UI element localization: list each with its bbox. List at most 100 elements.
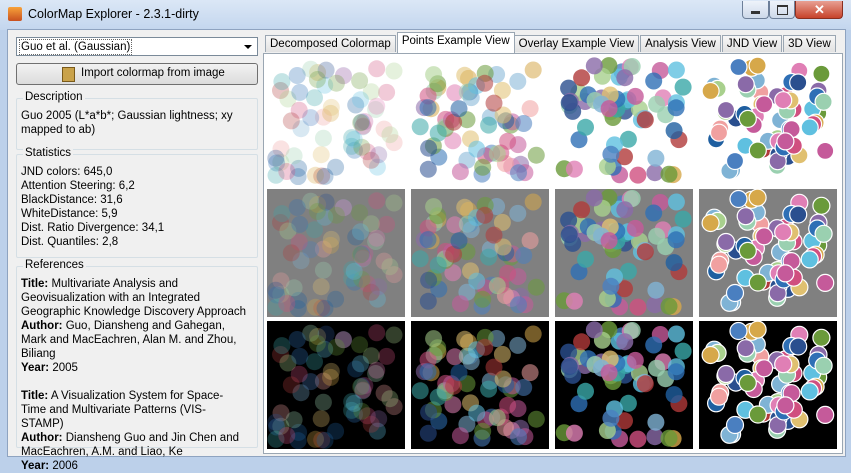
reference-entry: Title: A Visualization System for Space-…	[21, 389, 247, 473]
point	[725, 415, 745, 435]
window-client: Guo et al. (Gaussian) Import colormap fr…	[7, 29, 846, 472]
points-panel	[699, 321, 837, 449]
point	[776, 396, 795, 415]
point	[314, 108, 332, 126]
point	[701, 213, 720, 233]
point	[368, 192, 386, 210]
point	[302, 373, 320, 391]
point	[619, 394, 637, 412]
point	[527, 146, 545, 164]
point	[419, 292, 437, 310]
point	[306, 89, 323, 107]
point	[748, 189, 767, 207]
point	[352, 223, 369, 241]
point	[272, 404, 290, 422]
import-button[interactable]: Import colormap from image	[16, 63, 258, 85]
tab[interactable]: Points Example View	[396, 32, 515, 53]
points-panel	[267, 57, 405, 185]
tab-content	[263, 53, 843, 454]
point	[343, 261, 361, 279]
point	[356, 113, 374, 131]
point	[716, 364, 736, 384]
point	[626, 219, 644, 237]
point	[358, 407, 376, 425]
point	[445, 377, 463, 395]
point	[314, 393, 332, 411]
point	[476, 206, 494, 224]
point	[288, 331, 306, 348]
point	[354, 249, 372, 267]
point	[306, 221, 323, 239]
point	[776, 264, 795, 283]
point	[267, 281, 285, 299]
point	[362, 347, 380, 365]
points-panel	[555, 189, 693, 317]
point	[368, 361, 386, 379]
point	[292, 384, 310, 402]
point	[748, 405, 767, 424]
point	[629, 166, 647, 184]
point	[317, 193, 335, 211]
points-panel	[411, 189, 549, 317]
point	[420, 271, 438, 289]
point	[308, 335, 326, 352]
point	[302, 192, 320, 210]
point	[509, 336, 527, 354]
title-bar: ColorMap Explorer - 2.3.1-dirty ✕	[0, 0, 851, 30]
point	[343, 401, 361, 419]
point	[493, 213, 511, 231]
description-text: Guo 2005 (L*a*b*; Gaussian lightness; xy…	[21, 110, 233, 136]
point	[272, 214, 289, 231]
point	[354, 117, 372, 135]
point	[480, 380, 498, 398]
point	[488, 145, 506, 163]
point	[419, 424, 437, 442]
point	[600, 364, 618, 382]
point	[267, 298, 285, 316]
tab[interactable]: Decomposed Colormap	[265, 35, 396, 52]
button-label: Import colormap from image	[81, 67, 225, 79]
colormap-select[interactable]: Guo et al. (Gaussian)	[16, 37, 258, 56]
tab[interactable]: 3D View	[783, 35, 836, 52]
point	[278, 427, 296, 444]
maximize-button[interactable]	[769, 1, 795, 19]
point	[674, 342, 692, 360]
point	[272, 140, 290, 158]
point	[268, 418, 286, 436]
tab[interactable]: JND View	[721, 35, 783, 52]
point	[313, 167, 331, 185]
point	[419, 160, 437, 178]
point	[343, 393, 361, 411]
point	[667, 99, 685, 117]
point	[738, 373, 757, 393]
point	[327, 158, 345, 176]
statistic: BlackDistance: 31,6	[21, 194, 123, 206]
point	[456, 66, 474, 84]
point	[709, 123, 729, 142]
point	[354, 118, 372, 136]
point	[474, 290, 492, 308]
group-label: Statistics	[23, 147, 74, 159]
point	[494, 238, 512, 256]
points-panel	[267, 321, 405, 449]
point	[812, 328, 831, 347]
minimize-button[interactable]	[742, 1, 769, 19]
point	[665, 254, 683, 272]
tab[interactable]: Analysis View	[640, 35, 721, 52]
point	[292, 120, 310, 138]
point	[474, 422, 492, 440]
point	[352, 91, 369, 109]
point	[279, 354, 297, 372]
point	[368, 422, 386, 440]
points-panel	[411, 57, 549, 185]
close-button[interactable]: ✕	[795, 1, 843, 19]
point	[645, 204, 663, 222]
point	[647, 413, 665, 431]
point	[667, 363, 685, 381]
point	[370, 278, 388, 296]
point	[665, 122, 683, 140]
point	[814, 224, 833, 243]
point	[660, 297, 678, 315]
tab[interactable]: Overlay Example View	[513, 35, 640, 52]
point	[729, 57, 748, 77]
